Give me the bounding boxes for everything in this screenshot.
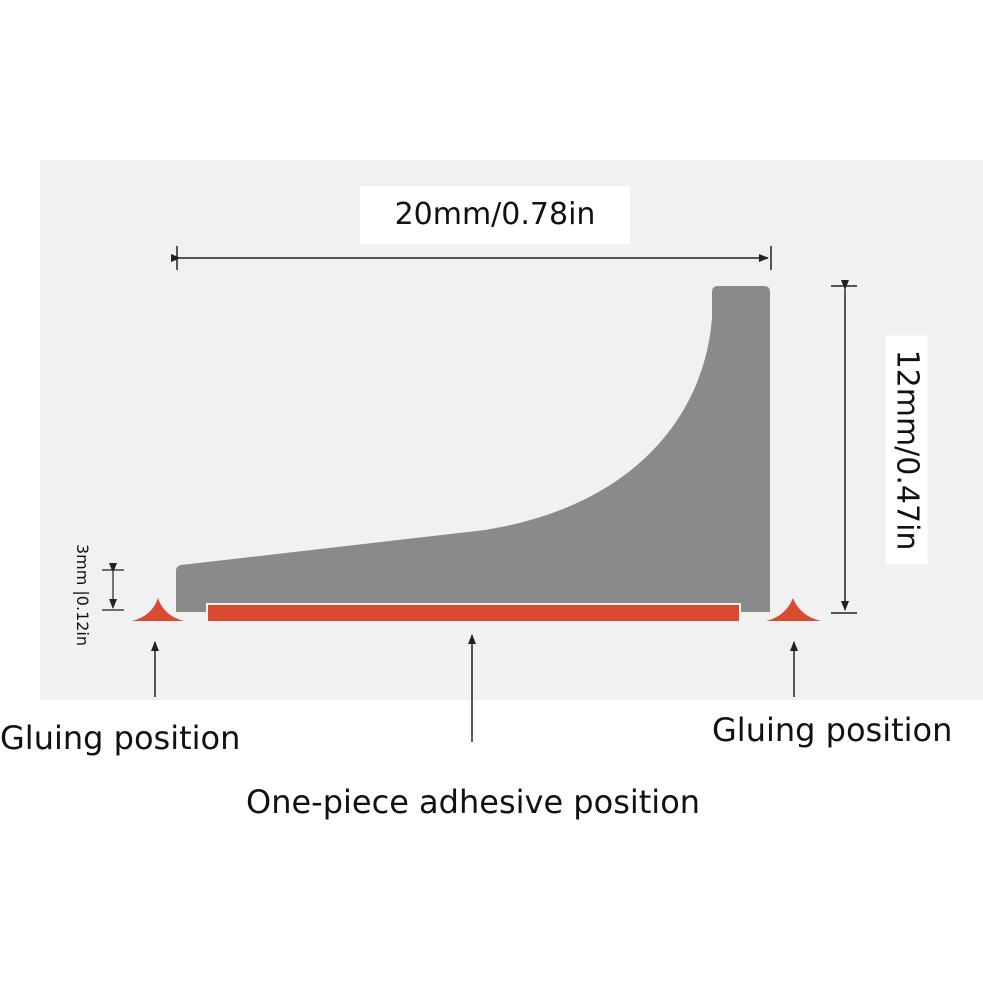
glue-bead-right xyxy=(766,598,821,621)
skirting-profile-shape xyxy=(176,286,770,612)
adhesive-strip xyxy=(208,605,739,621)
gluing-position-right-label: Gluing position xyxy=(712,711,953,749)
width-dimension-label: 20mm/0.78in xyxy=(360,186,630,244)
height-dimension-label: 12mm/0.47in xyxy=(885,335,927,565)
thickness-dimension-label: 3mm |0.12in xyxy=(73,543,93,647)
gluing-position-left-label: Gluing position xyxy=(0,719,241,757)
glue-bead-left xyxy=(132,598,184,621)
thickness-dimension-label-container: 3mm |0.12in xyxy=(62,525,102,665)
adhesive-position-label: One-piece adhesive position xyxy=(246,783,701,821)
height-dimension-label-container: 12mm/0.47in xyxy=(846,290,966,610)
